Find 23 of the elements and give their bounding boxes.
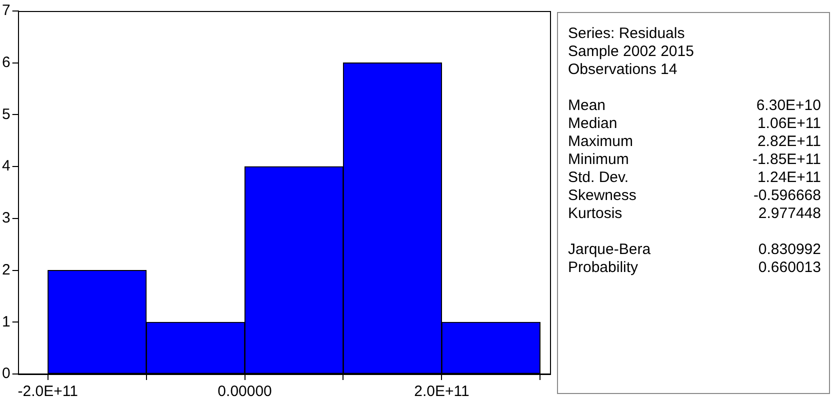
text: Series: Residuals: [568, 25, 685, 43]
y-tick-label: 1: [2, 313, 10, 330]
y-tick-label: 6: [2, 54, 10, 71]
text: Sample 2002 2015: [568, 43, 694, 61]
y-tick-label: 0: [2, 365, 10, 382]
text: Observations 14: [568, 61, 678, 79]
text: Jarque-Bera 0.830992: [568, 241, 821, 258]
x-tick-label: 2.0E+11: [414, 383, 470, 400]
text: Std. Dev. 1.24E+11: [568, 169, 821, 186]
y-tick-label: 2: [2, 261, 10, 278]
text: Probability 0.660013: [568, 259, 821, 276]
text: Minimum -1.85E+11: [568, 151, 821, 168]
text: Maximum 2.82E+11: [568, 133, 821, 150]
x-tick-label: 0.00000: [218, 383, 272, 400]
y-tick-label: 3: [2, 210, 10, 227]
text: Kurtosis 2.977448: [568, 205, 821, 222]
y-tick-label: 7: [2, 2, 10, 20]
text: Mean 6.30E+10: [568, 97, 821, 114]
text: Median 1.06E+11: [568, 115, 821, 132]
x-tick-label: -2.0E+11: [18, 383, 78, 400]
y-tick-label: 4: [2, 158, 10, 175]
text: Skewness -0.596668: [568, 187, 821, 204]
y-tick-label: 5: [2, 106, 10, 123]
